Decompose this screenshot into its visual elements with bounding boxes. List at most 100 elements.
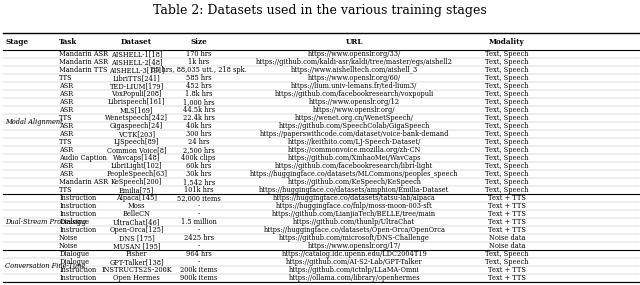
Text: Text + TTS: Text + TTS — [488, 274, 526, 282]
Text: Stage: Stage — [5, 38, 28, 46]
Text: https://github.com/AI-S2-Lab/GPT-Talker: https://github.com/AI-S2-Lab/GPT-Talker — [286, 258, 422, 266]
Text: Mandarin ASR: Mandarin ASR — [59, 58, 108, 66]
Text: URL: URL — [346, 38, 363, 46]
Text: Mandarin ASR: Mandarin ASR — [59, 178, 108, 186]
Text: Text + TTS: Text + TTS — [488, 266, 526, 274]
Text: Instruction: Instruction — [59, 226, 97, 234]
Text: Noise data: Noise data — [488, 242, 525, 250]
Text: https://www.openslr.org/17/: https://www.openslr.org/17/ — [308, 242, 401, 250]
Text: Instruction: Instruction — [59, 266, 97, 274]
Text: ASR: ASR — [59, 98, 74, 106]
Text: Text, Speech: Text, Speech — [485, 250, 529, 258]
Text: 2,500 hrs: 2,500 hrs — [183, 146, 214, 154]
Text: VoxPopuli[208]: VoxPopuli[208] — [111, 90, 162, 98]
Text: Emilia[75]: Emilia[75] — [119, 186, 154, 194]
Text: Dialogue: Dialogue — [59, 258, 89, 266]
Text: Moss: Moss — [128, 202, 145, 210]
Text: Task: Task — [59, 38, 77, 46]
Text: Text + TTS: Text + TTS — [488, 202, 526, 210]
Text: Text, Speech: Text, Speech — [485, 154, 529, 162]
Text: Text, Speech: Text, Speech — [485, 170, 529, 178]
Text: Text, Speech: Text, Speech — [485, 146, 529, 154]
Text: BelleCN: BelleCN — [123, 210, 150, 218]
Text: ASR: ASR — [59, 162, 74, 170]
Text: https://github.com/KeSpeech/KeSpeech: https://github.com/KeSpeech/KeSpeech — [287, 178, 421, 186]
Text: https://commonvoice.mozilla.org/zh-CN: https://commonvoice.mozilla.org/zh-CN — [287, 146, 421, 154]
Text: PeopleSpeech[63]: PeopleSpeech[63] — [106, 170, 167, 178]
Text: 1,000 hrs: 1,000 hrs — [183, 98, 214, 106]
Text: Gigaspeech[24]: Gigaspeech[24] — [110, 122, 163, 130]
Text: VCTK[203]: VCTK[203] — [118, 130, 156, 138]
Text: Text, Speech: Text, Speech — [485, 130, 529, 138]
Text: Audio Caption: Audio Caption — [59, 154, 107, 162]
Text: TTS: TTS — [59, 186, 73, 194]
Text: -: - — [198, 210, 200, 218]
Text: ASR: ASR — [59, 90, 74, 98]
Text: Text, Speech: Text, Speech — [485, 162, 529, 170]
Text: TED-LIUM[179]: TED-LIUM[179] — [109, 82, 164, 90]
Text: 101k hrs: 101k hrs — [184, 186, 213, 194]
Text: 44.5k hrs: 44.5k hrs — [182, 106, 214, 114]
Text: Text + TTS: Text + TTS — [488, 210, 526, 218]
Text: AISHELL-2[48]: AISHELL-2[48] — [111, 58, 163, 66]
Text: AISHELL-1[18]: AISHELL-1[18] — [111, 50, 163, 58]
Text: https://github.com/kaldi-asr/kaldi/tree/master/egs/aishell2: https://github.com/kaldi-asr/kaldi/tree/… — [256, 58, 452, 66]
Text: https://github.com/XinhaoMei/WavCaps: https://github.com/XinhaoMei/WavCaps — [287, 154, 421, 162]
Text: Open Hermes: Open Hermes — [113, 274, 160, 282]
Text: https://www.aishelltech.com/aishell_3: https://www.aishelltech.com/aishell_3 — [291, 66, 418, 74]
Text: GPT-Talker[138]: GPT-Talker[138] — [109, 258, 164, 266]
Text: 1k hrs: 1k hrs — [188, 58, 209, 66]
Text: Text, Speech: Text, Speech — [485, 138, 529, 146]
Text: DNS [175]: DNS [175] — [119, 234, 154, 242]
Text: 24 hrs: 24 hrs — [188, 138, 209, 146]
Text: Text, Speech: Text, Speech — [485, 258, 529, 266]
Text: https://ollama.com/library/openhermes: https://ollama.com/library/openhermes — [289, 274, 420, 282]
Text: Wenetspeech[242]: Wenetspeech[242] — [105, 114, 168, 122]
Text: https://huggingface.co/datasets/amphion/Emilia-Dataset: https://huggingface.co/datasets/amphion/… — [259, 186, 449, 194]
Text: https://www.openslr.org/60/: https://www.openslr.org/60/ — [308, 74, 401, 82]
Text: ASR: ASR — [59, 170, 74, 178]
Text: Table 2: Datasets used in the various training stages: Table 2: Datasets used in the various tr… — [153, 4, 487, 17]
Text: ASR: ASR — [59, 106, 74, 114]
Text: Text, Speech: Text, Speech — [485, 50, 529, 58]
Text: https://github.com/microsoft/DNS-Challenge: https://github.com/microsoft/DNS-Challen… — [279, 234, 430, 242]
Text: https://huggingface.co/datasets/MLCommons/peoples_speech: https://huggingface.co/datasets/MLCommon… — [250, 170, 459, 178]
Text: 585 hrs: 585 hrs — [186, 74, 211, 82]
Text: https://github.com/SpeechColab/GigaSpeech: https://github.com/SpeechColab/GigaSpeec… — [278, 122, 430, 130]
Text: Common Voice[8]: Common Voice[8] — [107, 146, 166, 154]
Text: ASR: ASR — [59, 122, 74, 130]
Text: ASR: ASR — [59, 82, 74, 90]
Text: 400k clips: 400k clips — [181, 154, 216, 162]
Text: https://keithito.com/LJ-Speech-Dataset/: https://keithito.com/LJ-Speech-Dataset/ — [287, 138, 421, 146]
Text: Text + TTS: Text + TTS — [488, 218, 526, 226]
Text: MUSAN [195]: MUSAN [195] — [113, 242, 161, 250]
Text: Dialogue: Dialogue — [59, 218, 89, 226]
Text: Instruction: Instruction — [59, 210, 97, 218]
Text: -: - — [198, 226, 200, 234]
Text: -: - — [198, 202, 200, 210]
Text: Text, Speech: Text, Speech — [485, 90, 529, 98]
Text: Dataset: Dataset — [121, 38, 152, 46]
Text: 452 hrs: 452 hrs — [186, 82, 211, 90]
Text: https://catalog.ldc.upenn.edu/LDC2004T19: https://catalog.ldc.upenn.edu/LDC2004T19 — [282, 250, 428, 258]
Text: https://huggingface.co/datasets/Open-Orca/OpenOrca: https://huggingface.co/datasets/Open-Orc… — [263, 226, 445, 234]
Text: Noise data: Noise data — [488, 234, 525, 242]
Text: Dual-Stream Processing: Dual-Stream Processing — [5, 218, 86, 226]
Text: LJSpeech[89]: LJSpeech[89] — [114, 138, 159, 146]
Text: 170 hrs: 170 hrs — [186, 50, 211, 58]
Text: https://lium.univ-lemans.fr/ted-lium3/: https://lium.univ-lemans.fr/ted-lium3/ — [291, 82, 417, 90]
Text: TTS: TTS — [59, 74, 73, 82]
Text: INSTRUCTS2S-200K: INSTRUCTS2S-200K — [101, 266, 172, 274]
Text: Mandarin TTS: Mandarin TTS — [59, 66, 108, 74]
Text: 964 hrs: 964 hrs — [186, 250, 211, 258]
Text: 1.5 million: 1.5 million — [180, 218, 216, 226]
Text: https://github.com/ictnlp/LLaMA-Omni: https://github.com/ictnlp/LLaMA-Omni — [289, 266, 420, 274]
Text: https://wenet.org.cn/WenetSpeech/: https://wenet.org.cn/WenetSpeech/ — [295, 114, 414, 122]
Text: Text, Speech: Text, Speech — [485, 186, 529, 194]
Text: Text, Speech: Text, Speech — [485, 122, 529, 130]
Text: KeSpeech[200]: KeSpeech[200] — [111, 178, 163, 186]
Text: https://github.com/facebookresearch/voxpopuli: https://github.com/facebookresearch/voxp… — [275, 90, 434, 98]
Text: Fisher: Fisher — [126, 250, 147, 258]
Text: 85 hrs, 88,035 utt., 218 spk.: 85 hrs, 88,035 utt., 218 spk. — [151, 66, 246, 74]
Text: https://www.openslr.org/12: https://www.openslr.org/12 — [309, 98, 400, 106]
